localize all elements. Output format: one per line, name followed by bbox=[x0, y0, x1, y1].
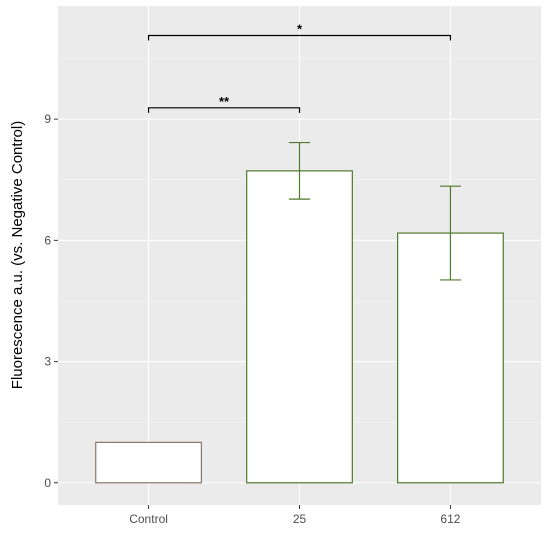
bars bbox=[95, 170, 504, 484]
significance-brackets: *** bbox=[147, 21, 452, 113]
y-tick-label: 9 bbox=[44, 112, 51, 126]
bar-Control bbox=[95, 441, 202, 484]
significance-label: ** bbox=[219, 94, 230, 109]
x-axis-ticks: Control 25 612 bbox=[129, 505, 461, 526]
x-tick-label: Control bbox=[129, 512, 168, 526]
significance-bracket bbox=[147, 34, 452, 41]
y-axis-ticks: 0 3 6 9 bbox=[44, 112, 58, 490]
x-tick-label: 25 bbox=[293, 512, 307, 526]
significance-label: * bbox=[297, 21, 303, 36]
bar-25 bbox=[246, 170, 353, 484]
x-tick-label: 612 bbox=[440, 512, 460, 526]
significance-bracket bbox=[147, 107, 301, 113]
y-axis-title: Fluorescence a.u. (vs. Negative Control) bbox=[9, 121, 26, 389]
error-bars bbox=[288, 141, 462, 281]
y-tick-label: 0 bbox=[44, 476, 51, 490]
y-tick-label: 3 bbox=[44, 355, 51, 369]
y-tick-label: 6 bbox=[44, 233, 51, 247]
